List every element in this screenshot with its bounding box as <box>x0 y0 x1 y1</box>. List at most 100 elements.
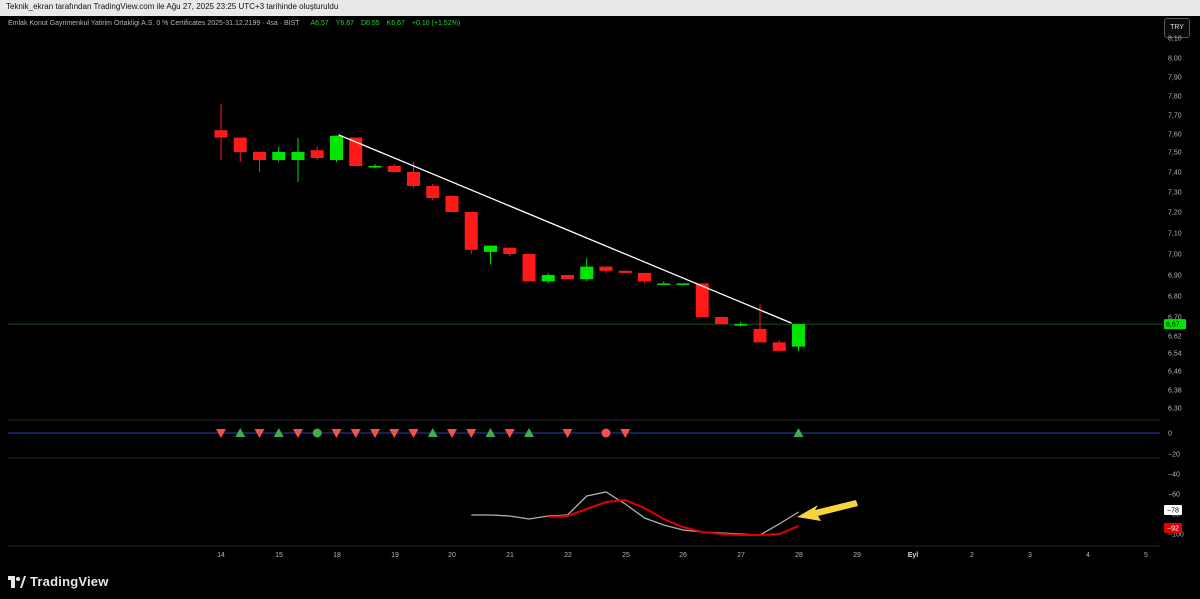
signal-zero-label: 0 <box>1168 431 1172 438</box>
price-tick-label: 7,70 <box>1168 113 1182 120</box>
osc-tick-label: −20 <box>1168 452 1180 459</box>
change-value: +0,10 (+1,52%) <box>411 20 461 27</box>
signal-up-marker <box>485 428 496 437</box>
signal-down-marker <box>370 429 380 438</box>
candle <box>695 283 709 317</box>
chart-canvas[interactable]: 8,10 8,00 7,90 7,80 7,70 7,60 7,50 7,40 7,30 7,20… <box>0 0 1200 566</box>
candle <box>291 137 305 182</box>
candle-body <box>638 272 651 282</box>
time-tick-label: 28 <box>795 552 803 559</box>
candle-body <box>657 283 671 285</box>
candle <box>734 321 748 327</box>
currency-button[interactable]: TRY <box>1164 18 1190 38</box>
candle-body <box>561 275 574 280</box>
time-tick-label: 4 <box>1086 552 1090 559</box>
tradingview-brand: TradingView <box>30 574 109 589</box>
price-tick-label: 7,50 <box>1168 150 1182 157</box>
price-tick-label: 7,60 <box>1168 132 1182 139</box>
signal-down-marker <box>408 429 419 438</box>
price-tick-label: 6,70 <box>1168 315 1182 322</box>
osc-tick-label: −100 <box>1168 532 1184 539</box>
time-tick-label: 14 <box>217 552 225 559</box>
price-tick-label: 8,00 <box>1168 56 1182 63</box>
price-tick-label: 6,54 <box>1168 351 1182 358</box>
candle-body <box>792 324 805 347</box>
candle <box>657 281 671 285</box>
candle <box>253 152 266 172</box>
candle-body <box>503 247 517 254</box>
price-tick-label: 6,30 <box>1168 406 1182 413</box>
signal-up-marker <box>793 428 804 437</box>
signal-down-marker <box>504 429 515 438</box>
candle <box>541 272 555 284</box>
last-price-label: 6,67 <box>1166 322 1180 329</box>
price-tick-label: 7,30 <box>1168 190 1182 197</box>
osc-tick-label: −60 <box>1168 492 1180 499</box>
signal-up-marker <box>235 428 246 437</box>
candle-body <box>676 283 690 285</box>
price-tick-label: 7,00 <box>1168 252 1182 259</box>
signal-down-marker <box>254 429 265 438</box>
signal-up-marker <box>273 428 284 437</box>
candle <box>310 146 324 160</box>
osc-series-line <box>471 491 799 536</box>
price-tick-label: 6,38 <box>1168 388 1182 395</box>
candle-body <box>464 212 478 250</box>
candle <box>484 245 497 265</box>
candle-body <box>349 137 363 166</box>
signal-down-marker <box>620 429 631 438</box>
signal-down-marker <box>447 429 457 438</box>
candle <box>233 137 247 162</box>
time-tick-label: 22 <box>564 552 572 559</box>
candle-body <box>291 152 305 160</box>
candle-body <box>368 166 382 168</box>
osc-series-line <box>548 498 799 536</box>
tradingview-logo[interactable]: TradingView <box>8 574 109 589</box>
time-tick-label: 19 <box>391 552 399 559</box>
candle-body <box>233 137 247 152</box>
signal-down-marker <box>293 429 303 438</box>
time-tick-label: 25 <box>622 552 630 559</box>
candle <box>426 184 440 200</box>
candle-body <box>695 283 709 317</box>
candle <box>618 270 632 273</box>
candle-body <box>272 152 286 160</box>
candle-body <box>599 266 613 271</box>
time-tick-label: 18 <box>333 552 341 559</box>
candle <box>464 212 478 254</box>
candle <box>272 146 286 162</box>
symbol-title: Emlak Konut Gayrimenkul Yatirim Ortaklig… <box>8 20 300 27</box>
signal-down-marker <box>562 429 573 438</box>
osc-tick-label: −40 <box>1168 472 1180 479</box>
signal-down-marker <box>466 429 477 438</box>
signal-up-marker <box>524 428 534 437</box>
candle <box>445 196 459 212</box>
candle-body <box>772 342 786 351</box>
candle-body <box>715 317 728 325</box>
time-tick-label: 26 <box>679 552 687 559</box>
time-tick-label: Eyl <box>908 552 919 559</box>
annotation-arrow <box>797 500 858 521</box>
time-tick-label: 29 <box>853 552 861 559</box>
candle <box>561 275 574 280</box>
bottom-bar <box>0 566 1200 599</box>
osc-value-badge <box>1164 523 1182 533</box>
last-price-badge <box>1164 319 1186 330</box>
candle <box>368 164 382 168</box>
price-tick-label: 7,90 <box>1168 75 1182 82</box>
candle-body <box>753 328 767 343</box>
time-tick-label: 2 <box>970 552 974 559</box>
time-tick-label: 21 <box>506 552 514 559</box>
signal-up-marker <box>427 428 438 437</box>
candle-body <box>541 275 555 282</box>
signal-down-marker <box>350 429 361 438</box>
candle <box>214 103 228 160</box>
osc-value-label: −92 <box>1167 526 1179 533</box>
candle <box>580 258 594 282</box>
chart-legend: Emlak Konut Gayrimenkul Yatirim Ortaklig… <box>8 20 460 27</box>
price-tick-label: 7,80 <box>1168 94 1182 101</box>
candle-body <box>214 130 228 138</box>
price-tick-label: 6,46 <box>1168 369 1182 376</box>
candle <box>792 324 805 351</box>
price-tick-label: 7,20 <box>1168 210 1182 217</box>
